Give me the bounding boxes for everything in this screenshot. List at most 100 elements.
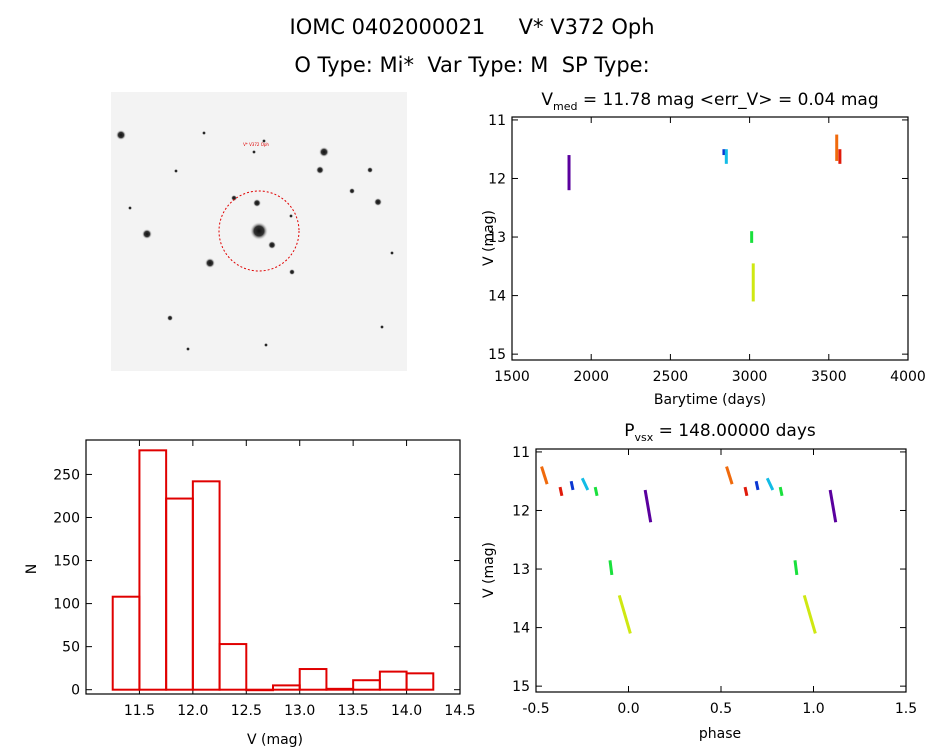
light-curve-ytick-label: 11	[488, 113, 506, 129]
phase-curve-ytick-label: 13	[512, 562, 530, 578]
phase-curve-point-group	[793, 560, 799, 576]
star	[174, 169, 178, 173]
histogram-bar	[272, 684, 301, 691]
star	[264, 343, 268, 347]
histogram-bar	[325, 687, 355, 691]
phase-curve-point-group	[617, 594, 632, 634]
histogram-bar	[218, 643, 248, 691]
light-curve-ytick-label: 14	[488, 289, 506, 305]
phase-curve-axes: -0.5 0.0 0.5 1.0 1.5 11 12 13 14 15	[512, 445, 917, 717]
histogram-bar	[352, 679, 381, 691]
light-curve-xlabel: Barytime (days)	[654, 392, 766, 408]
phase-curve-points	[540, 466, 838, 634]
phase-curve-title: Pvsx = 148.00000 days	[624, 421, 816, 444]
star	[128, 206, 132, 210]
histogram-xlabel: V (mag)	[247, 732, 303, 747]
histogram-xtick-label: 14.5	[444, 703, 475, 719]
phase-curve-point-group	[608, 560, 614, 576]
phase-curve-ytick-label: 15	[512, 679, 530, 695]
light-curve-xtick-label: 2000	[573, 369, 609, 385]
histogram-ytick-label: 250	[53, 467, 80, 483]
histogram-bar	[245, 688, 275, 692]
star	[142, 229, 152, 239]
phase-curve-point-group	[580, 477, 590, 491]
histogram-bar	[191, 480, 221, 691]
light-curve-title: Vmed = 11.78 mag <err_V> = 0.04 mag	[541, 90, 878, 113]
light-curve-ytick-label: 15	[488, 347, 506, 363]
phase-curve-xtick-label: 1.0	[802, 701, 824, 717]
phase-curve-chart: -0.5 0.0 0.5 1.0 1.5 11 12 13 14 15 Pvsx = 148.00…	[481, 421, 917, 742]
star	[253, 199, 261, 207]
phase-curve-ytick-label: 12	[512, 503, 530, 519]
star	[390, 251, 394, 255]
light-curve-xtick-label: 4000	[890, 369, 926, 385]
phase-curve-ytick-label: 11	[512, 445, 530, 461]
phase-curve-xtick-label: -0.5	[522, 701, 549, 717]
target-circle	[218, 190, 300, 272]
phase-curve-xtick-label: 0.0	[617, 701, 639, 717]
histogram-xtick-label: 13.0	[284, 703, 315, 719]
histogram-xtick-label: 13.5	[338, 703, 369, 719]
light-curve-xtick-label: 3500	[811, 369, 847, 385]
star	[252, 150, 256, 154]
histogram-ytick-label: 200	[53, 510, 80, 526]
phase-curve-xlabel: phase	[699, 726, 741, 742]
phase-curve-point-group	[643, 489, 653, 523]
star	[367, 167, 373, 173]
sky-image-stars	[116, 130, 394, 351]
phase-curve-point-group	[725, 466, 734, 485]
chart-header-line1: IOMC 0402000021 V* V372 Oph	[289, 15, 655, 39]
histogram-ytick-label: 50	[62, 640, 80, 656]
phase-curve-ylabel: V (mag)	[481, 542, 497, 598]
light-curve-xtick-label: 2500	[653, 369, 689, 385]
light-curve-xtick-label: 1500	[494, 369, 530, 385]
phase-curve-point-group	[569, 480, 575, 491]
histogram-bars	[111, 449, 435, 692]
phase-curve-point-group	[754, 480, 760, 491]
star	[202, 131, 206, 135]
star	[374, 198, 382, 206]
sky-image-panel: V* V372 Oph	[111, 92, 407, 371]
phase-curve-point-group	[778, 486, 784, 497]
histogram-bar	[405, 672, 435, 691]
star	[186, 347, 190, 351]
light-curve-plot-frame	[511, 116, 909, 361]
star	[205, 258, 215, 268]
star	[319, 147, 329, 157]
star	[268, 241, 276, 249]
star	[289, 214, 293, 218]
histogram-chart: 11.5 12.0 12.5 13.0 13.5 14.0 14.5 0 50 100 150 200…	[24, 439, 476, 747]
phase-curve-point-group	[802, 594, 817, 634]
phase-curve-xtick-label: 1.5	[895, 701, 917, 717]
light-curve-points	[567, 134, 842, 302]
histogram-bar	[138, 449, 168, 691]
histogram-axes: 11.5 12.0 12.5 13.0 13.5 14.0 14.5 0 50 100 150 200…	[53, 440, 476, 719]
chart-header-line2: O Type: Mi* Var Type: M SP Type:	[294, 53, 650, 77]
phase-curve-point-group	[743, 486, 749, 497]
phase-curve-plot-frame	[535, 448, 907, 693]
histogram-ytick-label: 0	[71, 683, 80, 699]
star	[262, 139, 266, 143]
light-curve-ylabel: V (mag)	[481, 210, 497, 266]
star	[250, 222, 268, 240]
star	[316, 166, 324, 174]
histogram-plot-frame	[85, 439, 461, 695]
phase-curve-point-group	[540, 466, 549, 485]
light-curve-chart: 1500 2000 2500 3000 3500 4000 11 12 13 14 15 Vmed …	[481, 90, 926, 408]
histogram-xtick-label: 12.5	[231, 703, 262, 719]
phase-curve-point-group	[558, 486, 564, 497]
phase-curve-xtick-label: 0.5	[710, 701, 732, 717]
histogram-bar	[378, 670, 408, 691]
light-curve-ytick-label: 12	[488, 171, 506, 187]
histogram-bar	[111, 595, 141, 691]
light-curve-ytick-label: 13	[488, 230, 506, 246]
histogram-xtick-label: 14.0	[391, 703, 422, 719]
star	[289, 269, 295, 275]
star	[349, 188, 355, 194]
star	[380, 325, 384, 329]
star	[116, 130, 126, 140]
star	[167, 315, 173, 321]
light-curve-xtick-label: 3000	[732, 369, 768, 385]
light-curve-axes: 1500 2000 2500 3000 3500 4000 11 12 13 14 15	[488, 113, 926, 385]
